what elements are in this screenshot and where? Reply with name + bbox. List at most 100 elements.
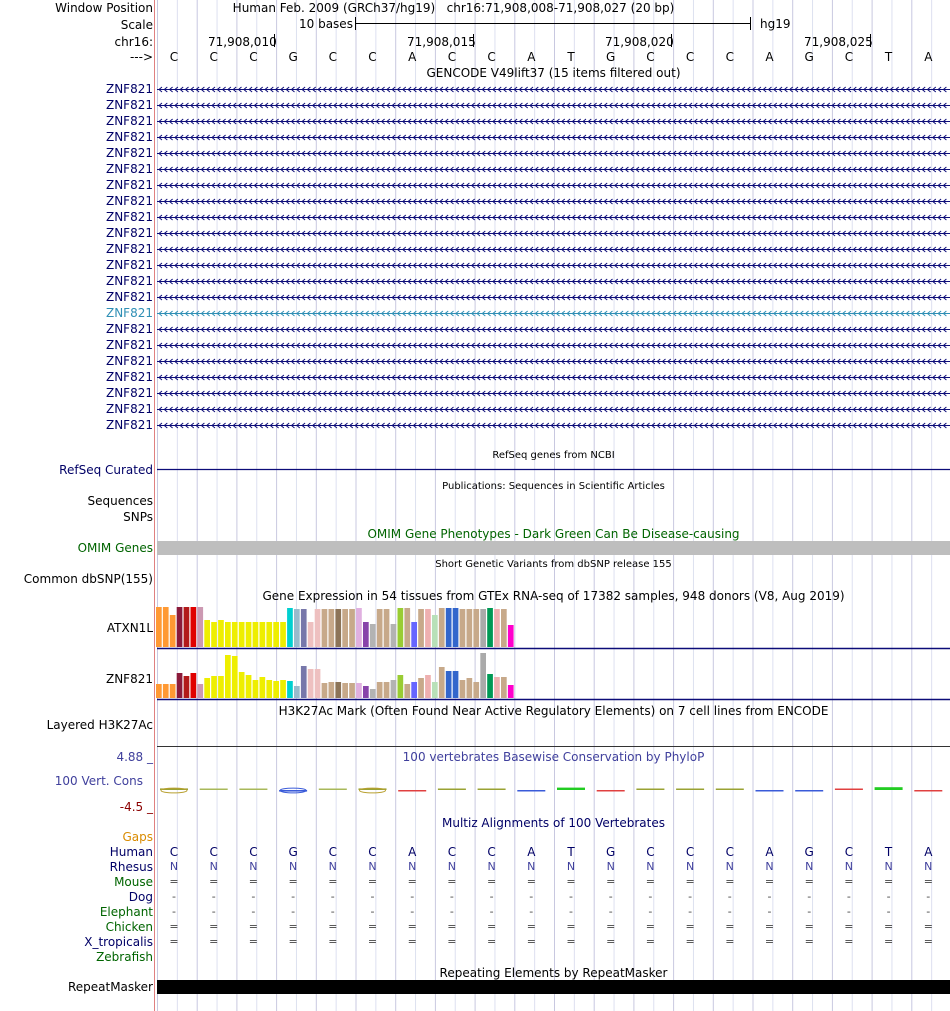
- phylop-track-title[interactable]: 100 vertebrates Basewise Conservation by…: [402, 750, 705, 764]
- gencode-gene-label[interactable]: ZNF821: [105, 306, 153, 320]
- gtex-tissue-bar[interactable]: [162, 607, 169, 647]
- gtex-tissue-bar[interactable]: [438, 608, 445, 647]
- multiz-species-label[interactable]: Dog: [128, 890, 153, 904]
- gtex-tissue-bar[interactable]: [156, 607, 162, 647]
- gtex-tissue-bar[interactable]: [459, 609, 466, 647]
- gtex-tissue-bar[interactable]: [280, 680, 286, 698]
- gtex-tissue-bar[interactable]: [445, 608, 452, 647]
- multiz-species-label[interactable]: Chicken: [105, 920, 153, 934]
- gtex-tissue-bar[interactable]: [445, 671, 452, 698]
- gencode-gene-label[interactable]: ZNF821: [105, 194, 153, 208]
- gtex-track-title[interactable]: Gene Expression in 54 tissues from GTEx …: [262, 589, 845, 603]
- gtex-tissue-bar[interactable]: [404, 684, 411, 698]
- gtex-tissue-bar[interactable]: [411, 682, 417, 698]
- gtex-tissue-bar[interactable]: [425, 675, 431, 698]
- gtex-tissue-bar[interactable]: [300, 609, 307, 647]
- omim-track-title[interactable]: OMIM Gene Phenotypes - Dark Green Can Be…: [367, 527, 740, 541]
- gtex-tissue-bar[interactable]: [190, 607, 197, 647]
- gtex-tissue-bar[interactable]: [452, 671, 459, 698]
- gencode-gene-label[interactable]: ZNF821: [105, 370, 153, 384]
- gtex-tissue-bar[interactable]: [245, 675, 252, 698]
- gtex-tissue-bar[interactable]: [197, 684, 204, 698]
- gtex-tissue-bar[interactable]: [204, 620, 210, 647]
- gtex-tissue-bar[interactable]: [459, 680, 466, 698]
- phylop-score-bar[interactable]: [199, 788, 228, 791]
- gtex-tissue-bar[interactable]: [238, 622, 245, 647]
- gencode-gene-label[interactable]: ZNF821: [105, 98, 153, 112]
- gtex-tissue-bar[interactable]: [307, 622, 314, 647]
- refseq-track-title[interactable]: RefSeq genes from NCBI: [492, 450, 615, 461]
- gtex-tissue-bar[interactable]: [473, 609, 480, 647]
- gtex-tissue-bar[interactable]: [349, 683, 355, 698]
- gtex-tissue-bar[interactable]: [397, 608, 404, 647]
- sequences-track-label[interactable]: Sequences: [87, 494, 153, 508]
- phylop-score-bar[interactable]: [437, 788, 466, 791]
- h3k27ac-track-label[interactable]: Layered H3K27Ac: [46, 718, 153, 732]
- multiz-track-title[interactable]: Multiz Alignments of 100 Vertebrates: [441, 816, 666, 830]
- gtex-tissue-bar[interactable]: [349, 609, 355, 647]
- gtex-tissue-bar[interactable]: [287, 608, 293, 647]
- gtex-tissue-bar[interactable]: [218, 676, 224, 698]
- gencode-gene-label[interactable]: ZNF821: [105, 82, 153, 96]
- gtex-tissue-bar[interactable]: [501, 677, 507, 698]
- gtex-gene-label[interactable]: ATXN1L: [106, 621, 153, 635]
- gtex-tissue-bar[interactable]: [252, 680, 259, 698]
- gtex-tissue-bar[interactable]: [169, 615, 176, 647]
- gencode-track-title[interactable]: GENCODE V49lift37 (15 items filtered out…: [426, 66, 681, 80]
- repeatmasker-feature-bar[interactable]: [157, 980, 950, 994]
- gencode-gene-label[interactable]: ZNF821: [105, 226, 153, 240]
- gtex-tissue-bar[interactable]: [432, 682, 438, 698]
- omim-feature-bar[interactable]: [157, 541, 950, 555]
- gtex-tissue-bar[interactable]: [480, 609, 486, 647]
- gencode-gene-label[interactable]: ZNF821: [105, 354, 153, 368]
- gtex-tissue-bar[interactable]: [335, 609, 342, 647]
- gtex-tissue-bar[interactable]: [294, 686, 300, 698]
- gencode-gene-label[interactable]: ZNF821: [105, 274, 153, 288]
- gtex-tissue-bar[interactable]: [501, 609, 507, 647]
- gtex-tissue-bar[interactable]: [280, 622, 286, 647]
- publications-track-title[interactable]: Publications: Sequences in Scientific Ar…: [442, 481, 665, 492]
- multiz-species-label[interactable]: Human: [109, 845, 153, 859]
- gtex-tissue-bar[interactable]: [418, 609, 424, 647]
- gtex-tissue-bar[interactable]: [252, 622, 259, 647]
- phylop-score-bar[interactable]: [318, 788, 347, 791]
- gtex-tissue-bar[interactable]: [411, 622, 417, 647]
- gtex-tissue-bar[interactable]: [287, 681, 293, 698]
- multiz-species-label[interactable]: X_tropicalis: [84, 935, 153, 949]
- snps-track-label[interactable]: SNPs: [123, 510, 153, 524]
- gtex-tissue-bar[interactable]: [376, 682, 383, 698]
- gtex-tissue-bar[interactable]: [225, 622, 231, 647]
- refseq-track-label[interactable]: RefSeq Curated: [59, 463, 153, 477]
- gtex-tissue-bar[interactable]: [225, 655, 231, 698]
- gencode-gene-label[interactable]: ZNF821: [105, 242, 153, 256]
- gtex-tissue-bar[interactable]: [397, 675, 404, 698]
- gtex-tissue-bar[interactable]: [487, 608, 493, 647]
- gtex-tissue-bar[interactable]: [156, 684, 162, 698]
- gencode-gene-label[interactable]: ZNF821: [105, 386, 153, 400]
- gtex-tissue-bar[interactable]: [300, 666, 307, 698]
- gtex-tissue-bar[interactable]: [231, 622, 238, 647]
- gtex-tissue-bar[interactable]: [259, 622, 266, 647]
- gtex-tissue-bar[interactable]: [266, 622, 273, 647]
- phylop-score-bar[interactable]: [795, 790, 824, 792]
- gtex-tissue-bar[interactable]: [425, 609, 431, 647]
- gtex-tissue-bar[interactable]: [314, 609, 321, 647]
- gtex-tissue-bar[interactable]: [383, 609, 390, 647]
- phylop-score-bar[interactable]: [358, 788, 387, 790]
- phylop-score-bar[interactable]: [914, 790, 943, 792]
- phylop-score-bar[interactable]: [160, 788, 188, 790]
- gtex-tissue-bar[interactable]: [321, 683, 328, 698]
- gtex-tissue-bar[interactable]: [183, 676, 190, 698]
- gtex-tissue-bar[interactable]: [363, 622, 369, 647]
- gtex-tissue-bar[interactable]: [162, 684, 169, 698]
- dbsnp-track-title[interactable]: Short Genetic Variants from dbSNP releas…: [435, 559, 672, 570]
- multiz-species-label[interactable]: Zebrafish: [96, 950, 153, 964]
- phylop-score-bar[interactable]: [715, 788, 744, 791]
- gtex-tissue-bar[interactable]: [438, 667, 445, 698]
- phylop-score-bar[interactable]: [557, 787, 585, 790]
- multiz-species-label[interactable]: Elephant: [99, 905, 153, 919]
- phylop-score-bar[interactable]: [636, 788, 665, 791]
- gtex-tissue-bar[interactable]: [390, 624, 397, 647]
- gtex-tissue-bar[interactable]: [307, 669, 314, 698]
- gtex-tissue-bar[interactable]: [452, 608, 459, 647]
